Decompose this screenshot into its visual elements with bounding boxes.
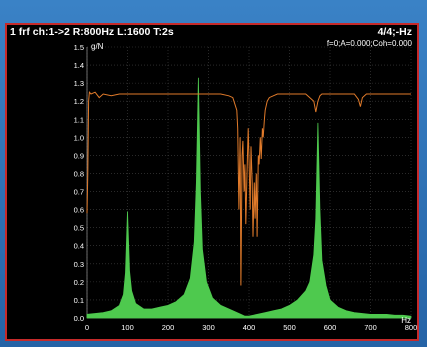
chart-title-bar: 1 frf ch:1->2 R:800Hz L:1600 T:2s 4/4;-H… xyxy=(7,25,417,39)
y-tick-label: 1.1 xyxy=(74,115,84,124)
chart-panel[interactable]: 1 frf ch:1->2 R:800Hz L:1600 T:2s 4/4;-H… xyxy=(5,23,419,341)
y-tick-label: 1.5 xyxy=(74,43,84,52)
x-axis-ticks: 0 100 200 300 400 500 600 700 800 xyxy=(85,323,417,332)
y-tick-label: 0.2 xyxy=(74,278,84,287)
x-tick-label: 600 xyxy=(324,323,337,332)
y-tick-label: 0.3 xyxy=(74,260,84,269)
x-tick-label: 200 xyxy=(162,323,175,332)
y-tick-label: 0.4 xyxy=(74,242,84,251)
y-tick-label: 0.9 xyxy=(74,151,84,160)
y-tick-label: 1.4 xyxy=(74,61,84,70)
y-axis-ticks: 0.0 0.1 0.2 0.3 0.4 0.5 0.6 0.7 0.8 0.9 1.0 1.1 1.2 1… xyxy=(74,43,84,323)
y-tick-label: 0.5 xyxy=(74,224,84,233)
x-tick-label: 500 xyxy=(283,323,296,332)
y-tick-label: 0.8 xyxy=(74,169,84,178)
y-tick-label: 0.6 xyxy=(74,206,84,215)
y-tick-label: 1.2 xyxy=(74,97,84,106)
x-tick-label: 700 xyxy=(364,323,377,332)
y-tick-label: 1.3 xyxy=(74,79,84,88)
y-tick-label: 0.1 xyxy=(74,296,84,305)
cursor-readout: f=0;A=0.000;Coh=0.000 xyxy=(326,39,412,48)
y-tick-label: 0.0 xyxy=(74,314,84,323)
x-tick-label: 800 xyxy=(405,323,417,332)
chart-title: 1 frf ch:1->2 R:800Hz L:1600 T:2s xyxy=(10,26,174,38)
x-axis-label: Hz xyxy=(401,316,411,325)
x-tick-label: 100 xyxy=(121,323,134,332)
plot-series xyxy=(86,77,412,319)
plot-grid xyxy=(86,46,412,319)
y-axis-label: g/N xyxy=(91,42,104,51)
page-indicator[interactable]: 4/4;-Hz xyxy=(377,26,412,38)
x-tick-label: 300 xyxy=(202,323,215,332)
frf-magnitude-area xyxy=(86,77,412,319)
y-tick-label: 0.7 xyxy=(74,188,84,197)
x-tick-label: 0 xyxy=(85,323,89,332)
frf-plot[interactable]: 0.0 0.1 0.2 0.3 0.4 0.5 0.6 0.7 0.8 0.9 1.0 1.1 1.2 1… xyxy=(7,25,417,339)
coherence-line xyxy=(86,91,411,286)
y-tick-label: 1.0 xyxy=(74,133,84,142)
x-tick-label: 400 xyxy=(243,323,256,332)
